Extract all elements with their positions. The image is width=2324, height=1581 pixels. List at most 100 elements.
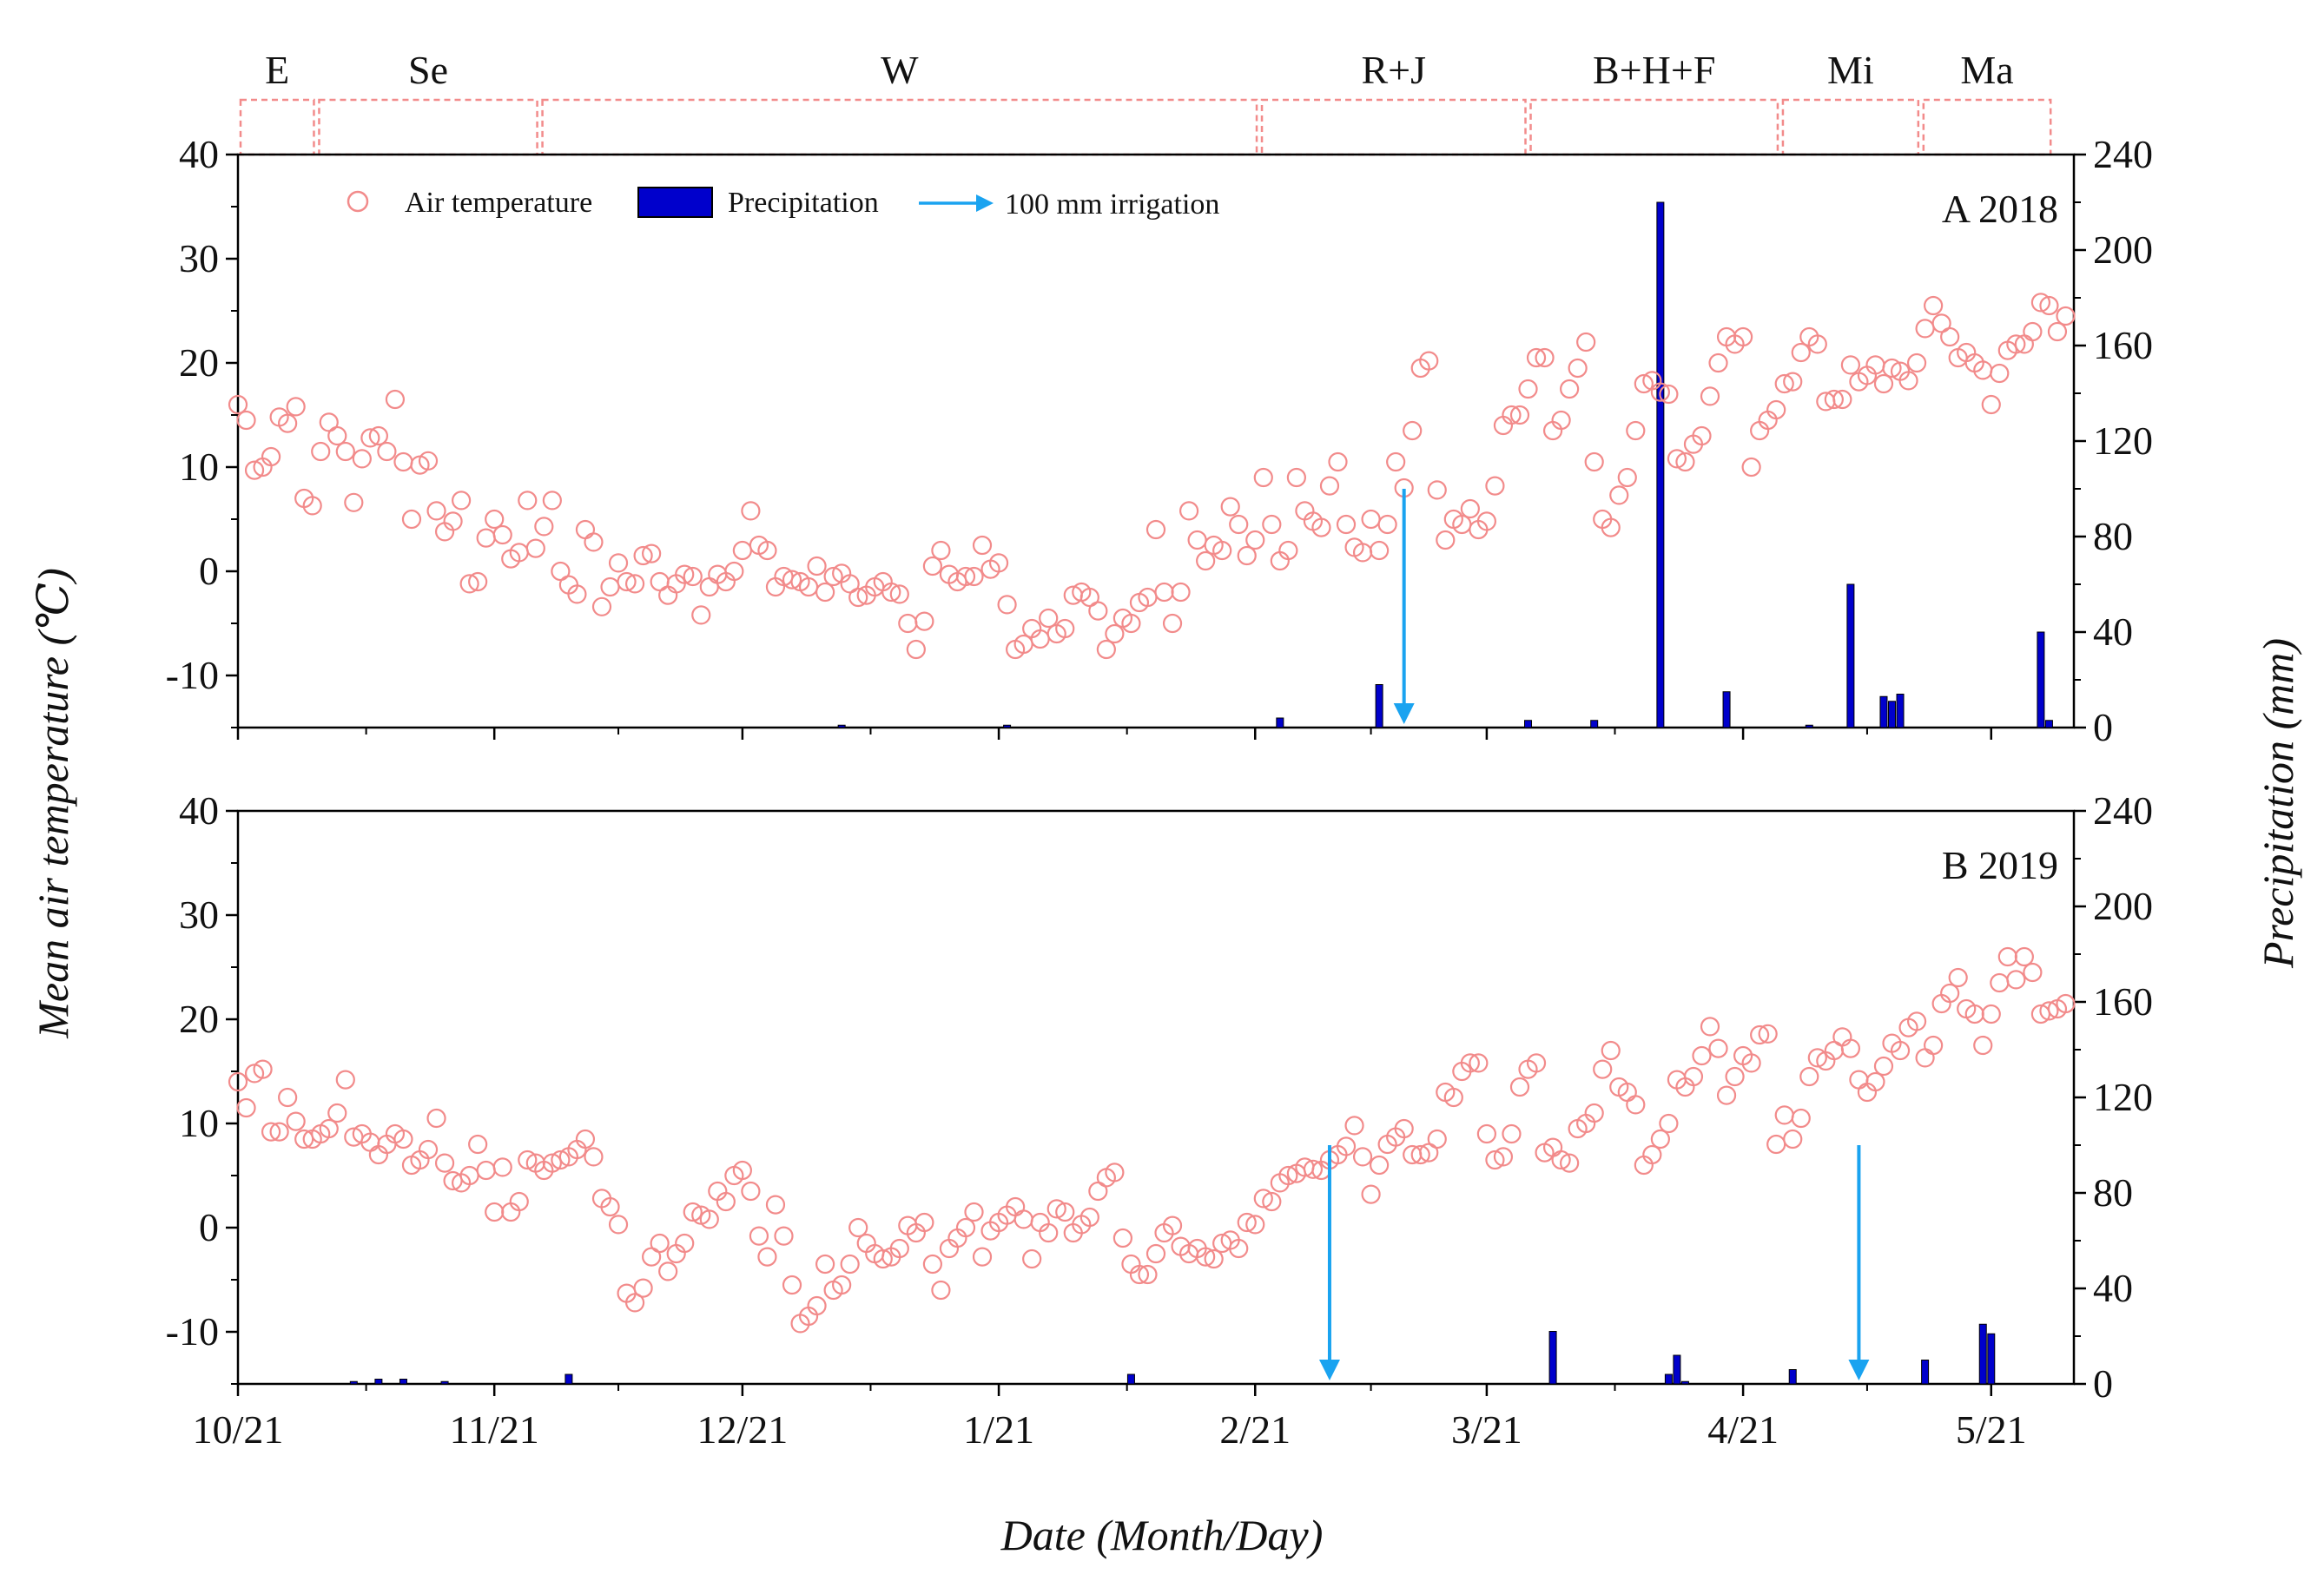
temperature-point [269, 1122, 289, 1142]
temperature-point [873, 1248, 893, 1269]
temperature-point [815, 1254, 835, 1275]
temperature-point [972, 535, 993, 556]
temperature-point [617, 571, 637, 592]
temperature-point [1990, 972, 2010, 993]
legend-precipitation-label: Precipitation [728, 187, 879, 219]
temperature-point [1485, 1150, 1505, 1170]
temperature-point [575, 519, 596, 540]
precipitation-bar [837, 724, 846, 728]
temperature-point [278, 1087, 298, 1108]
temperature-point [1560, 379, 1580, 399]
temperature-point [997, 595, 1017, 615]
temperature-point [699, 576, 719, 597]
temperature-point [1476, 511, 1497, 531]
temperature-point [889, 584, 909, 604]
precipitation-bar [1003, 724, 1012, 728]
temperature-point [1840, 355, 1860, 375]
temperature-point [492, 524, 512, 545]
temperature-point [418, 1139, 439, 1160]
y-right-tick-label: 40 [2093, 1266, 2133, 1310]
temperature-point [1526, 1053, 1547, 1073]
temperature-point [1303, 1159, 1324, 1179]
temperature-point [1196, 1247, 1216, 1267]
precipitation-bar [1276, 717, 1284, 728]
temperature-point [1055, 1202, 1075, 1222]
temperature-point [1485, 476, 1505, 496]
temperature-point [972, 1247, 993, 1267]
y-right-tick-label: 80 [2093, 1170, 2133, 1215]
temperature-point [1212, 540, 1232, 561]
precipitation-bar [1673, 1354, 1681, 1385]
temperature-point [1551, 410, 1571, 431]
temperature-point [1129, 1264, 1150, 1285]
temperature-point [1403, 420, 1423, 441]
temperature-point [1981, 1004, 2001, 1024]
temperature-point [1079, 1207, 1099, 1228]
temperature-point [624, 574, 645, 594]
temperature-point [988, 553, 1009, 573]
stage-label-0: E [265, 48, 289, 92]
temperature-point [732, 540, 752, 561]
temperature-point [1145, 519, 1166, 540]
temperature-point [955, 566, 976, 587]
temperature-point [1890, 1040, 1911, 1061]
precipitation-bar [1590, 720, 1599, 728]
stage-box-2 [541, 98, 1258, 156]
temperature-point [2006, 970, 2026, 990]
temperature-point [1427, 1129, 1447, 1150]
temperature-point [741, 501, 761, 521]
temperature-point [782, 1275, 802, 1295]
y-left-tick-label: -10 [166, 1309, 219, 1354]
temperature-point [1642, 1144, 1662, 1165]
temperature-point [1898, 371, 1918, 391]
temperature-point [525, 538, 545, 558]
temperature-point [1112, 1228, 1133, 1248]
temperature-point [1245, 1215, 1265, 1235]
temperature-point [1741, 457, 1761, 478]
temperature-point [1700, 386, 1720, 406]
temperature-point [807, 1295, 827, 1316]
panel-label: A 2018 [1942, 187, 2058, 231]
y-left-tick-label: 20 [179, 340, 219, 385]
temperature-point [344, 492, 364, 512]
temperature-point [1551, 1150, 1571, 1170]
temperature-point [964, 1202, 984, 1222]
temperature-point [1783, 1129, 1803, 1150]
stage-label-6: Ma [1960, 48, 2013, 92]
temperature-point [1750, 1024, 1770, 1045]
temperature-point [848, 587, 868, 608]
stage-box-4 [1529, 98, 1779, 156]
temperature-point [1568, 358, 1588, 379]
temperature-point [774, 1226, 794, 1246]
x-tick-label: 10/21 [193, 1407, 284, 1452]
temperature-point [1584, 1103, 1604, 1123]
temperature-point [1245, 530, 1265, 550]
stage-label-5: Mi [1827, 48, 1874, 92]
temperature-point [1419, 351, 1439, 371]
temperature-point [327, 425, 347, 446]
temperature-point [898, 613, 918, 634]
temperature-point [1179, 501, 1199, 521]
temperature-point [691, 605, 711, 625]
temperature-point [1460, 498, 1480, 519]
temperature-point [1791, 342, 1811, 363]
temperature-point [1981, 394, 2001, 415]
panel-b-2019: -10 0 10 20 30 40 0 40 80 120 160 200 240 10/21 11/21 1… [166, 788, 2153, 1452]
temperature-point [1634, 373, 1654, 394]
legend-irrigation-label: 100 mm irrigation [1005, 188, 1219, 221]
stage-label-4: B+H+F [1593, 48, 1715, 92]
precipitation-bar [1921, 1360, 1930, 1385]
temperature-point [426, 1108, 446, 1129]
temperature-point [1509, 405, 1530, 425]
temperature-point [1906, 1011, 1927, 1031]
precipitation-bar [1896, 694, 1905, 728]
temperature-point [881, 582, 901, 603]
temperature-point [236, 410, 256, 431]
temperature-point [1725, 1066, 1745, 1087]
temperature-point [1253, 467, 1273, 488]
precipitation-bar [1987, 1333, 1996, 1385]
temperature-point [1055, 618, 1075, 639]
temperature-point [1410, 1144, 1430, 1165]
temperature-point [675, 564, 695, 584]
temperature-point [914, 1212, 934, 1233]
